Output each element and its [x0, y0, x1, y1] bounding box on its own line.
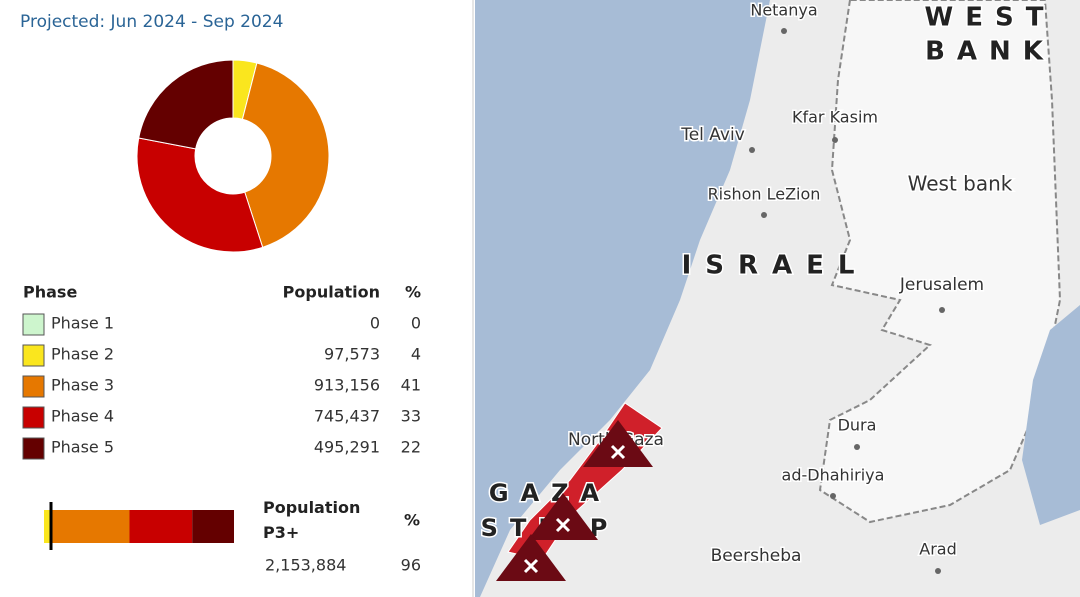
donut-slice	[136, 137, 264, 253]
percent-value: 22	[401, 438, 421, 457]
map-label: Arad	[919, 540, 956, 559]
donut-slice	[138, 59, 234, 150]
column-header: %	[405, 283, 421, 302]
population-value: 913,156	[314, 376, 380, 395]
total-label: Population P3+	[263, 498, 361, 542]
panel-title: Projected: Jun 2024 - Sep 2024	[20, 12, 283, 32]
stacked-segment	[129, 510, 193, 543]
percent-value: 4	[411, 345, 421, 364]
famine-marker	[583, 420, 653, 467]
percent-value: 0	[411, 314, 421, 333]
legend-swatch	[22, 344, 45, 367]
phase-name: Phase 3	[51, 376, 114, 395]
west-bank-area	[818, 0, 1062, 524]
city-dot	[749, 147, 755, 153]
legend-swatch	[22, 406, 45, 429]
total-label-box: Population P3+	[263, 498, 361, 542]
map-label: Jerusalem	[899, 275, 984, 295]
map-label: Beersheba	[711, 546, 802, 566]
city-dot	[939, 307, 945, 313]
map-label: Rishon LeZion	[708, 185, 821, 204]
map-label: West bank	[908, 172, 1013, 196]
stacked-segment	[44, 510, 52, 543]
phase-name: Phase 2	[51, 345, 114, 364]
map-label: Netanya	[750, 1, 817, 20]
percent-value: 41	[401, 376, 421, 395]
map-label: BANK	[925, 37, 1055, 67]
stacked-segment	[192, 510, 234, 543]
population-value: 745,437	[314, 407, 380, 426]
percent-value: 33	[401, 407, 421, 426]
map-label: ad-Dhahiriya	[782, 466, 885, 485]
map-label: ISRAEL	[682, 251, 869, 281]
city-dot	[832, 137, 838, 143]
population-value: 495,291	[314, 438, 380, 457]
sea	[475, 0, 770, 597]
donut-slice	[241, 62, 330, 248]
city-dot	[761, 212, 767, 218]
stacked-segment	[51, 510, 130, 543]
population-value: 97,573	[324, 345, 380, 364]
map-label: Dura	[838, 416, 877, 435]
famine-marker	[496, 534, 566, 581]
population-value: 0	[370, 314, 380, 333]
column-header: Phase	[23, 283, 77, 302]
total-percent-header: %	[404, 511, 420, 530]
city-dot	[781, 28, 787, 34]
map-label: Kfar Kasim	[792, 108, 878, 127]
legend-swatch	[22, 375, 45, 398]
column-header: Population	[283, 283, 380, 302]
map-label: GAZA	[489, 479, 611, 507]
famine-x	[555, 517, 571, 533]
famine-x	[523, 558, 539, 574]
city-dot	[935, 568, 941, 574]
phase-name: Phase 5	[51, 438, 114, 457]
famine-x	[610, 444, 626, 460]
legend-swatch	[22, 437, 45, 460]
map-label: Tel Aviv	[680, 125, 745, 145]
total-population: 2,153,884	[265, 556, 346, 575]
dead-sea	[1022, 305, 1080, 525]
city-dot	[830, 493, 836, 499]
total-percent: 96	[401, 556, 421, 575]
phase-name: Phase 4	[51, 407, 114, 426]
map-label: WEST	[925, 3, 1056, 33]
phase-name: Phase 1	[51, 314, 114, 333]
city-dot	[854, 444, 860, 450]
legend-swatch	[22, 313, 45, 336]
famine-marker	[528, 493, 598, 540]
